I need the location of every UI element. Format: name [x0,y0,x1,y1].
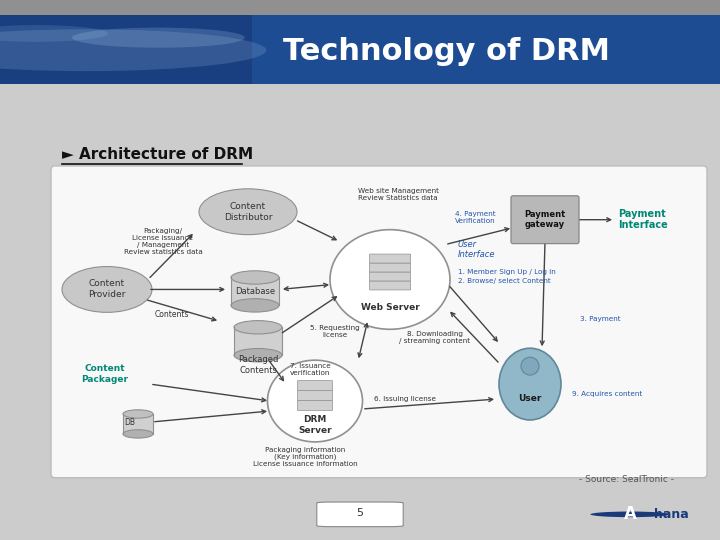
Text: Web Server: Web Server [361,303,419,312]
Text: Payment
Interface: Payment Interface [618,209,667,231]
Text: hana: hana [654,508,688,521]
Text: Contents: Contents [155,310,189,319]
Text: 7. Issuance
verification: 7. Issuance verification [289,363,330,376]
Text: 8. Downloading
/ streaming content: 8. Downloading / streaming content [400,331,471,344]
Text: 1. Member Sign Up / Log in: 1. Member Sign Up / Log in [458,268,556,274]
FancyBboxPatch shape [369,254,410,263]
FancyBboxPatch shape [369,263,410,272]
Bar [0,0,720,15]
Ellipse shape [123,410,153,418]
Text: 6. Issuing license: 6. Issuing license [374,396,436,402]
Bar [252,15,720,84]
Text: Packaged
Contents: Packaged Contents [238,355,278,375]
Text: DRM
Server: DRM Server [298,415,332,435]
Ellipse shape [199,189,297,235]
Text: Payment
gateway: Payment gateway [524,210,566,230]
Ellipse shape [234,348,282,362]
Text: - Source: SealTronic -: - Source: SealTronic - [579,475,674,484]
FancyBboxPatch shape [317,502,403,526]
Bar [231,278,279,306]
Ellipse shape [330,230,450,329]
FancyBboxPatch shape [297,390,333,401]
Text: DB: DB [125,418,135,428]
Ellipse shape [231,299,279,312]
Text: Web site Management
Review Statistics data: Web site Management Review Statistics da… [358,188,439,201]
Text: Content
Distributor: Content Distributor [224,201,272,222]
Circle shape [72,28,245,48]
FancyBboxPatch shape [511,196,579,244]
FancyBboxPatch shape [369,272,410,281]
Circle shape [0,25,108,42]
Circle shape [521,357,539,375]
Ellipse shape [123,430,153,438]
Text: User: User [518,394,541,402]
Ellipse shape [499,348,561,420]
Text: A: A [624,505,636,523]
Text: 4. Payment
Verification: 4. Payment Verification [455,211,495,224]
Text: 3. Payment: 3. Payment [580,316,621,322]
Text: Packaging/
License issuance
/ Management
Review statistics data: Packaging/ License issuance / Management… [124,228,202,255]
Bar [123,414,153,434]
Bar [234,327,282,355]
Text: Content
Packager: Content Packager [81,364,128,384]
Text: 5. Requesting
license: 5. Requesting license [310,325,360,338]
Text: 5: 5 [356,508,364,518]
Text: Content
Provider: Content Provider [89,279,126,300]
Text: ► Architecture of DRM: ► Architecture of DRM [62,147,253,163]
FancyBboxPatch shape [51,166,707,478]
Text: 2. Browse/ select Content: 2. Browse/ select Content [458,279,551,285]
FancyBboxPatch shape [297,401,333,410]
Ellipse shape [234,321,282,334]
Text: 9. Acquires content: 9. Acquires content [572,391,642,397]
Text: Database: Database [235,287,275,296]
Bar [0,15,720,84]
Ellipse shape [268,360,362,442]
FancyBboxPatch shape [369,281,410,290]
FancyBboxPatch shape [297,381,333,390]
Ellipse shape [62,267,152,312]
Text: User
Interface: User Interface [458,240,495,259]
Circle shape [590,511,670,517]
Text: Packaging information
(Key information)
License issuance information: Packaging information (Key information) … [253,447,357,467]
Circle shape [0,29,266,71]
Text: Technology of DRM: Technology of DRM [283,37,610,66]
Ellipse shape [231,271,279,284]
